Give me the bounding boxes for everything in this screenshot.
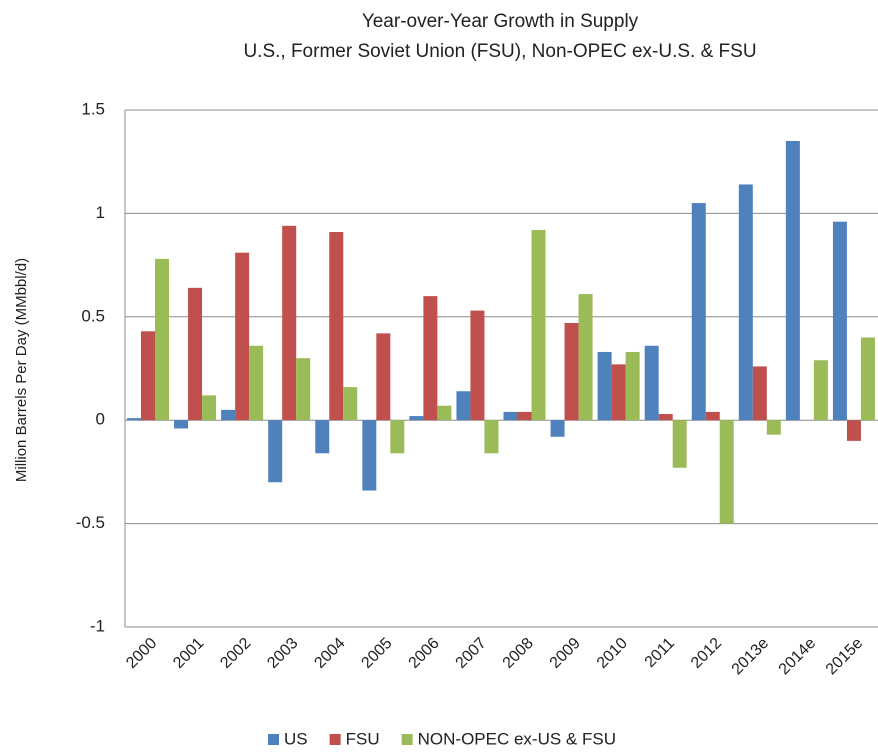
bar: [141, 331, 155, 420]
bar: [376, 333, 390, 420]
bar: [612, 364, 626, 420]
bar: [579, 294, 593, 420]
x-tick-label: 2004: [311, 635, 348, 672]
bar: [456, 391, 470, 420]
x-tick-label: 2009: [547, 635, 584, 672]
bar: [268, 420, 282, 482]
bar: [315, 420, 329, 453]
x-tick-label: 2003: [264, 635, 301, 672]
x-tick-label: 2014e: [776, 635, 820, 679]
bar: [484, 420, 498, 453]
y-tick-label: 0.5: [81, 306, 105, 325]
bar: [362, 420, 376, 490]
bar: [626, 352, 640, 420]
bar: [127, 418, 141, 420]
legend-swatch: [402, 734, 413, 745]
bar: [296, 358, 310, 420]
y-tick-label: -0.5: [76, 513, 105, 532]
bar: [343, 387, 357, 420]
bar: [202, 395, 216, 420]
x-tick-label: 2007: [453, 635, 490, 672]
x-tick-label: 2013e: [729, 635, 773, 679]
bar: [767, 420, 781, 434]
y-tick-label: -1: [90, 616, 105, 635]
bar: [814, 360, 828, 420]
x-tick-label: 2000: [123, 635, 160, 672]
x-tick-label: 2015e: [823, 635, 867, 679]
bar: [504, 412, 518, 420]
bar: [470, 311, 484, 421]
bar: [188, 288, 202, 420]
bar: [692, 203, 706, 420]
chart-subtitle: U.S., Former Soviet Union (FSU), Non-OPE…: [243, 41, 756, 62]
bar: [518, 412, 532, 420]
bar: [645, 346, 659, 420]
bar: [565, 323, 579, 420]
bar: [847, 420, 861, 441]
legend-swatch: [268, 734, 279, 745]
bar: [155, 259, 169, 420]
bar: [786, 141, 800, 420]
bar: [833, 222, 847, 421]
legend-label: NON-OPEC ex-US & FSU: [418, 729, 616, 748]
bar: [861, 337, 875, 420]
chart-title: Year-over-Year Growth in Supply: [362, 11, 639, 32]
bar: [235, 253, 249, 421]
bar: [329, 232, 343, 420]
y-tick-label: 0: [96, 410, 105, 429]
x-tick-label: 2005: [358, 635, 395, 672]
y-axis-label: Million Barrels Per Day (MMbbl/d): [13, 258, 30, 482]
bar: [390, 420, 404, 453]
bar: [720, 420, 734, 523]
bar: [282, 226, 296, 420]
legend-label: US: [284, 729, 308, 748]
bar: [249, 346, 263, 420]
bar: [739, 184, 753, 420]
x-tick-label: 2011: [642, 635, 678, 671]
y-tick-label: 1: [96, 203, 105, 222]
x-tick-label: 2012: [688, 635, 725, 672]
x-tick-label: 2010: [594, 635, 631, 672]
bar: [437, 406, 451, 420]
bar: [221, 410, 235, 420]
bar: [551, 420, 565, 437]
legend-swatch: [330, 734, 341, 745]
bar: [673, 420, 687, 468]
bar: [409, 416, 423, 420]
bar: [532, 230, 546, 420]
y-tick-label: 1.5: [81, 99, 105, 118]
bar: [659, 414, 673, 420]
x-tick-label: 2002: [217, 635, 254, 672]
bar: [174, 420, 188, 428]
legend-label: FSU: [346, 729, 380, 748]
bar: [423, 296, 437, 420]
bar: [753, 366, 767, 420]
x-tick-label: 2006: [406, 635, 443, 672]
x-tick-label: 2001: [170, 635, 207, 672]
bar: [706, 412, 720, 420]
x-tick-label: 2008: [500, 635, 537, 672]
bar: [598, 352, 612, 420]
